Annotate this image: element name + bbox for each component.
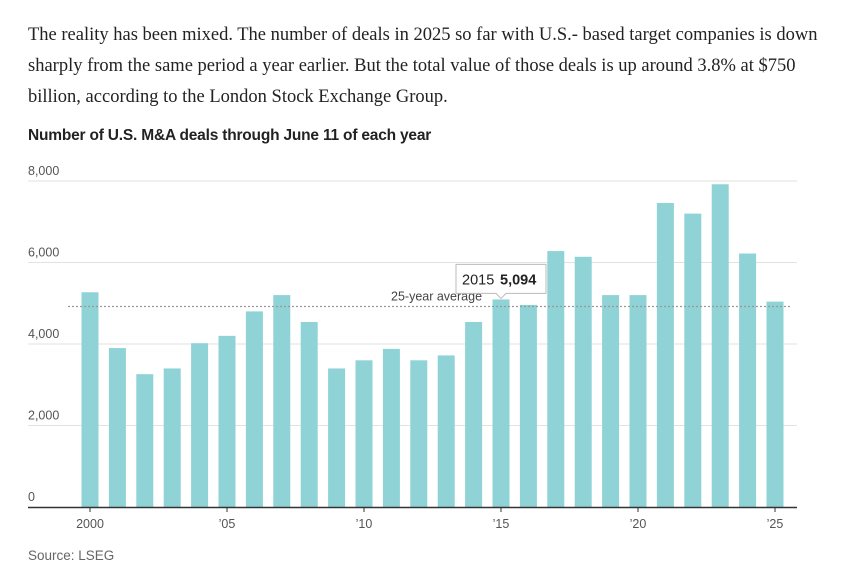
y-tick-label: 6,000	[28, 246, 59, 260]
intro-paragraph: The reality has been mixed. The number o…	[28, 24, 818, 107]
bar-2022	[684, 213, 702, 507]
bar-2019	[602, 295, 620, 507]
source-note: Source: LSEG	[28, 548, 115, 563]
bar-2000	[81, 292, 99, 507]
bar-2016	[519, 304, 537, 507]
bar-2024	[739, 253, 757, 507]
tooltip: 2015 5,094	[455, 263, 547, 300]
bar-2007	[273, 295, 291, 507]
x-tick-label: ’20	[630, 517, 647, 531]
x-axis: 2000 ’05 ’10 ’15 ’20 ’25	[28, 506, 797, 531]
bar-2011	[382, 348, 400, 507]
chart-title: Number of U.S. M&A deals through June 11…	[28, 127, 432, 144]
bar-2013	[437, 355, 455, 507]
bar-2002	[136, 374, 154, 507]
average-line-group: 25-year average	[68, 290, 790, 308]
bar-2018	[574, 256, 592, 507]
tooltip-value: 5,094	[500, 272, 536, 288]
bar-2025	[766, 301, 784, 507]
bar-2003	[163, 368, 181, 507]
bar-2015	[492, 299, 510, 507]
x-tick-label: ’05	[219, 517, 236, 531]
x-tick-label: ’10	[356, 517, 373, 531]
x-tick-label: ’15	[493, 517, 510, 531]
bar-2001	[108, 348, 126, 507]
bar-2021	[656, 203, 674, 507]
bar-2005	[218, 335, 236, 507]
bar-2020	[629, 295, 647, 507]
bar-2008	[300, 321, 318, 507]
x-tick-label: 2000	[76, 517, 104, 531]
y-axis-labels: 0 2,000 4,000 6,000 8,000	[28, 164, 59, 504]
bar-2017	[547, 251, 565, 507]
bar-2023	[711, 184, 729, 507]
bars	[81, 184, 784, 507]
y-tick-label: 4,000	[28, 327, 59, 341]
bar-2009	[328, 368, 346, 507]
bar-2014	[465, 321, 483, 507]
tooltip-year: 2015	[462, 272, 494, 288]
bar-2006	[245, 311, 263, 507]
bar-2012	[410, 360, 428, 507]
bar-2004	[191, 343, 209, 507]
y-tick-label: 0	[28, 490, 35, 504]
tooltip-box	[455, 263, 547, 300]
x-tick-label: ’25	[767, 517, 784, 531]
y-tick-label: 2,000	[28, 409, 59, 423]
y-tick-label: 8,000	[28, 164, 59, 178]
bar-2010	[355, 360, 373, 507]
